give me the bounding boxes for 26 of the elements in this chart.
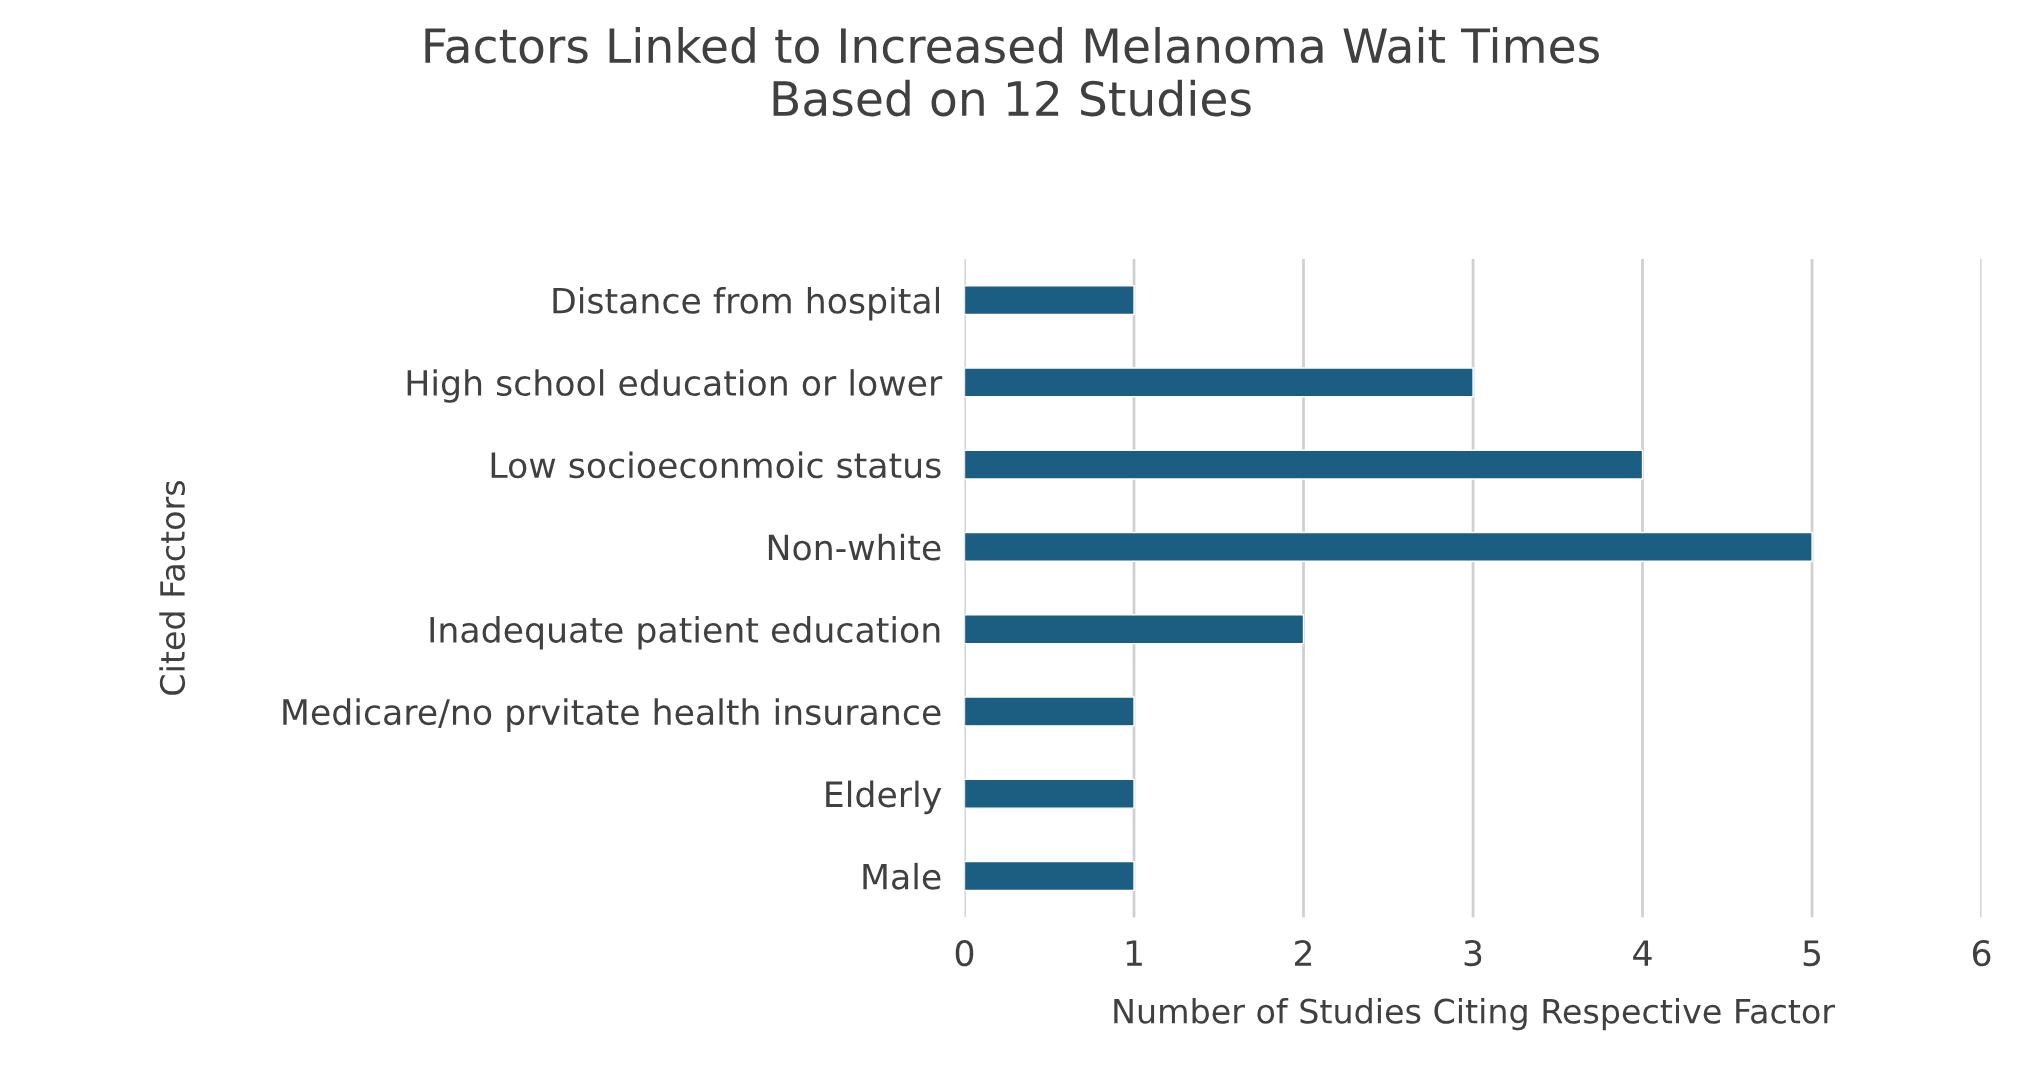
y-tick-label: Distance from hospital <box>553 286 940 321</box>
x-axis-title: Number of Studies Citing Respective Factor <box>1114 997 1835 1031</box>
x-tick-label: 2 <box>1295 939 1312 966</box>
bar <box>964 367 1474 398</box>
bar <box>964 778 1135 809</box>
x-tick-label: 5 <box>1803 940 1821 967</box>
x-tick-label: 0 <box>955 939 974 967</box>
y-tick-label: Elderly <box>826 780 942 815</box>
y-tick-label: Medicare/no prvitate health insurance <box>283 698 941 732</box>
chart-title: Factors Linked to Increased Melanoma Wait Times Based on 12 Studies <box>425 26 1599 117</box>
bar <box>964 696 1135 727</box>
x-tick-label: 6 <box>1972 939 1991 967</box>
x-tick-label: 1 <box>1126 940 1142 966</box>
y-tick-label: Non-white <box>768 533 941 561</box>
bar <box>964 614 1305 645</box>
x-tick-label: 3 <box>1464 939 1482 967</box>
y-tick-label: Inadequate patient education <box>430 616 940 650</box>
y-tick-label: High school education or lower <box>407 369 943 403</box>
bar <box>964 285 1135 316</box>
bar <box>964 449 1644 480</box>
bar <box>964 531 1813 563</box>
y-axis-title: Cited Factors <box>159 481 186 695</box>
y-tick-label: Male <box>863 862 941 890</box>
x-tick-label: 4 <box>1633 940 1652 966</box>
y-tick-label: Low socioeconmoic status <box>491 451 941 479</box>
bar <box>964 860 1135 892</box>
